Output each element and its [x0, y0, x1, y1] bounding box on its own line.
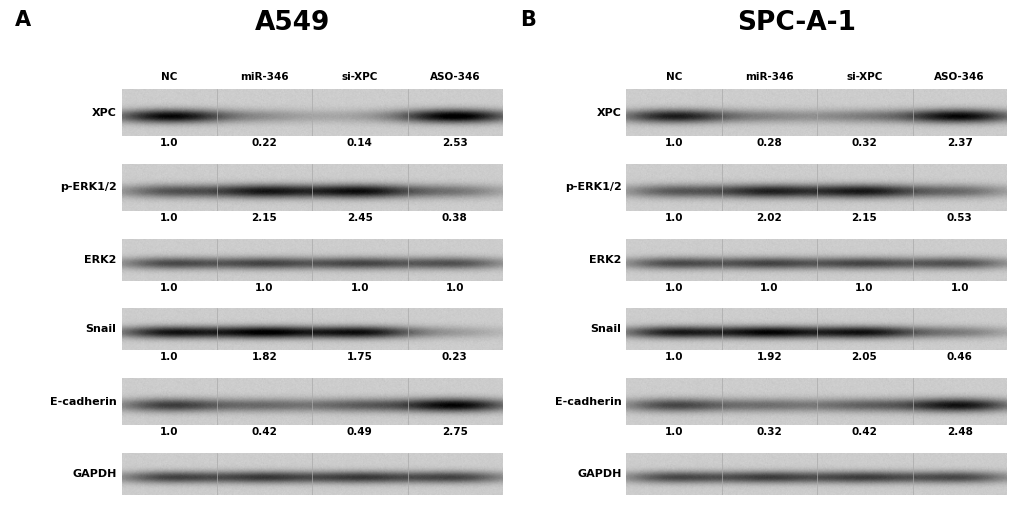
Text: ERK2: ERK2 [589, 255, 621, 265]
Text: 2.45: 2.45 [346, 213, 372, 223]
Text: 0.32: 0.32 [756, 427, 782, 437]
Text: E-cadherin: E-cadherin [554, 397, 621, 407]
Text: Snail: Snail [86, 324, 116, 334]
Text: miR-346: miR-346 [239, 72, 288, 82]
Text: 2.37: 2.37 [946, 138, 972, 148]
Text: ASO-346: ASO-346 [933, 72, 984, 82]
Text: si-XPC: si-XPC [341, 72, 377, 82]
Text: miR-346: miR-346 [744, 72, 793, 82]
Text: A: A [15, 10, 32, 30]
Text: ASO-346: ASO-346 [429, 72, 480, 82]
Text: 0.53: 0.53 [946, 213, 972, 223]
Text: 1.92: 1.92 [756, 352, 782, 363]
Text: E-cadherin: E-cadherin [50, 397, 116, 407]
Text: XPC: XPC [92, 108, 116, 118]
Text: 1.0: 1.0 [160, 352, 178, 363]
Text: GAPDH: GAPDH [72, 469, 116, 479]
Text: 1.0: 1.0 [854, 283, 873, 293]
Text: 2.48: 2.48 [946, 427, 972, 437]
Text: A549: A549 [255, 10, 329, 36]
Text: 1.0: 1.0 [664, 352, 683, 363]
Text: 1.82: 1.82 [252, 352, 277, 363]
Text: 0.38: 0.38 [441, 213, 468, 223]
Text: 2.02: 2.02 [756, 213, 782, 223]
Text: 0.49: 0.49 [346, 427, 372, 437]
Text: NC: NC [665, 72, 682, 82]
Text: 0.23: 0.23 [441, 352, 468, 363]
Text: 1.0: 1.0 [160, 138, 178, 148]
Text: 0.46: 0.46 [946, 352, 972, 363]
Text: si-XPC: si-XPC [846, 72, 881, 82]
Text: 2.05: 2.05 [851, 352, 876, 363]
Text: Snail: Snail [590, 324, 621, 334]
Text: 1.0: 1.0 [759, 283, 777, 293]
Text: 1.0: 1.0 [350, 283, 369, 293]
Text: 1.75: 1.75 [346, 352, 372, 363]
Text: 2.75: 2.75 [441, 427, 468, 437]
Text: 0.28: 0.28 [756, 138, 782, 148]
Text: GAPDH: GAPDH [577, 469, 621, 479]
Text: 0.42: 0.42 [851, 427, 876, 437]
Text: 1.0: 1.0 [664, 213, 683, 223]
Text: p-ERK1/2: p-ERK1/2 [565, 182, 621, 192]
Text: 1.0: 1.0 [255, 283, 273, 293]
Text: 2.53: 2.53 [441, 138, 468, 148]
Text: 1.0: 1.0 [950, 283, 968, 293]
Text: 1.0: 1.0 [160, 213, 178, 223]
Text: 1.0: 1.0 [664, 283, 683, 293]
Text: 2.15: 2.15 [851, 213, 876, 223]
Text: NC: NC [161, 72, 177, 82]
Text: 0.32: 0.32 [851, 138, 876, 148]
Text: 1.0: 1.0 [664, 427, 683, 437]
Text: 2.15: 2.15 [252, 213, 277, 223]
Text: 0.14: 0.14 [346, 138, 372, 148]
Text: p-ERK1/2: p-ERK1/2 [60, 182, 116, 192]
Text: 0.42: 0.42 [251, 427, 277, 437]
Text: 1.0: 1.0 [160, 283, 178, 293]
Text: 1.0: 1.0 [445, 283, 464, 293]
Text: 1.0: 1.0 [664, 138, 683, 148]
Text: 1.0: 1.0 [160, 427, 178, 437]
Text: SPC-A-1: SPC-A-1 [737, 10, 856, 36]
Text: 0.22: 0.22 [252, 138, 277, 148]
Text: B: B [520, 10, 535, 30]
Text: XPC: XPC [596, 108, 621, 118]
Text: ERK2: ERK2 [85, 255, 116, 265]
